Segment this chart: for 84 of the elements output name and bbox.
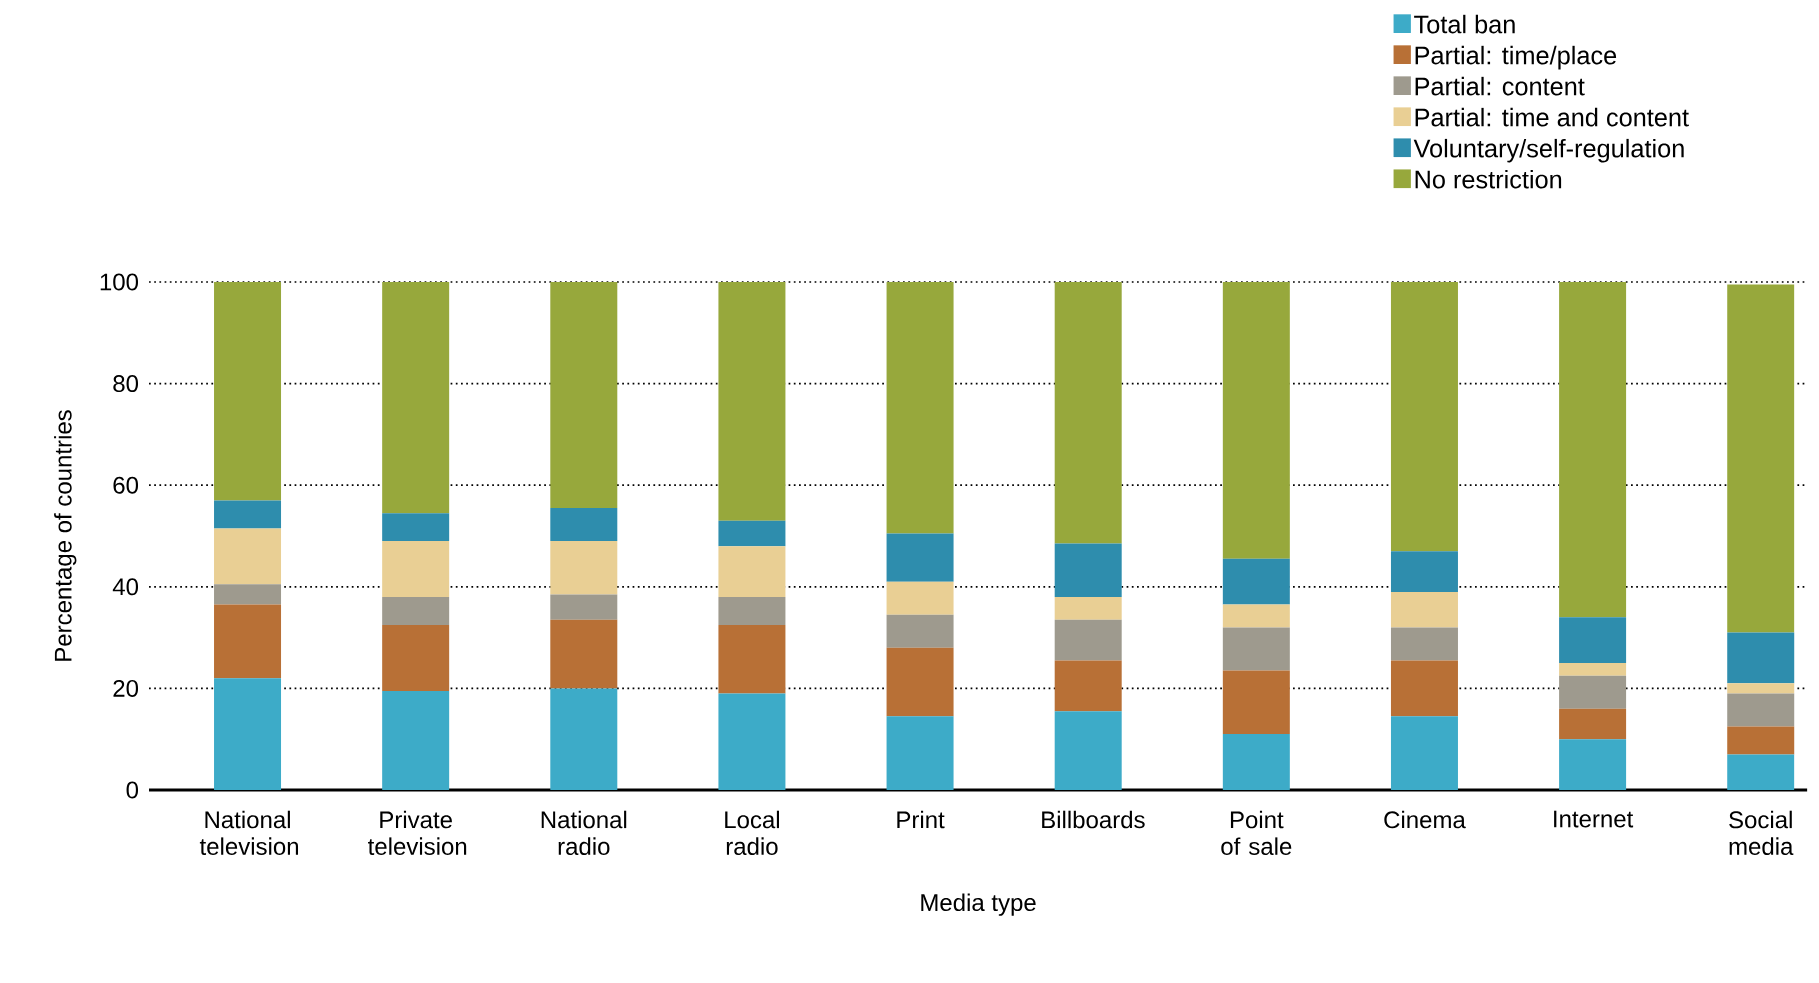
bar bbox=[382, 513, 450, 542]
bar bbox=[1054, 596, 1122, 620]
bar bbox=[718, 520, 786, 547]
bar bbox=[1559, 281, 1627, 618]
bar bbox=[1222, 734, 1290, 790]
x-tick-label: Private television bbox=[368, 810, 467, 855]
bar bbox=[1390, 716, 1458, 790]
bar bbox=[886, 647, 954, 717]
bar bbox=[382, 690, 450, 790]
bar bbox=[886, 716, 954, 790]
x-tick-label: Local radio bbox=[725, 810, 779, 855]
bar bbox=[1222, 670, 1290, 735]
bar bbox=[718, 281, 786, 521]
y-axis-title: Percentage of countries bbox=[54, 410, 77, 661]
legend-label: Voluntary/self-regulation bbox=[1413, 138, 1684, 163]
bar bbox=[1054, 281, 1122, 544]
bar bbox=[1559, 739, 1627, 790]
bar bbox=[718, 596, 786, 625]
bar bbox=[718, 693, 786, 790]
bar bbox=[886, 614, 954, 648]
bar bbox=[1390, 591, 1458, 628]
bar bbox=[1559, 675, 1627, 709]
x-tick-label: National radio bbox=[541, 810, 627, 855]
x-tick-label: Point of sale bbox=[1221, 810, 1292, 855]
bar bbox=[1559, 663, 1627, 676]
x-axis-title: Media type bbox=[921, 893, 1036, 916]
x-tick-label: Social media bbox=[1729, 810, 1794, 855]
bar bbox=[1390, 281, 1458, 552]
bar bbox=[1727, 754, 1795, 790]
bar bbox=[1727, 726, 1795, 755]
bar bbox=[382, 541, 450, 597]
bar bbox=[1727, 632, 1795, 684]
bar bbox=[550, 541, 618, 595]
y-tick-label: 80 bbox=[113, 375, 139, 393]
x-tick-label: Print bbox=[897, 810, 945, 829]
bar bbox=[886, 581, 954, 615]
bar bbox=[382, 596, 450, 625]
bar bbox=[886, 281, 954, 534]
bar bbox=[1054, 619, 1122, 661]
legend-label: Partial: time and content bbox=[1415, 107, 1689, 127]
bar bbox=[214, 678, 282, 790]
bar bbox=[1390, 660, 1458, 717]
bar bbox=[1054, 711, 1122, 790]
legend-label: No restriction bbox=[1415, 169, 1562, 189]
bar bbox=[214, 281, 282, 501]
bar bbox=[1222, 604, 1290, 628]
legend-label: Partial: time/place bbox=[1415, 45, 1617, 70]
bar bbox=[214, 584, 282, 605]
bar bbox=[1727, 693, 1795, 727]
x-tick-label: Billboards bbox=[1042, 810, 1145, 829]
bar bbox=[550, 688, 618, 790]
bar bbox=[1390, 627, 1458, 661]
bar bbox=[1727, 683, 1795, 694]
bar bbox=[382, 281, 450, 514]
bar bbox=[550, 508, 618, 542]
legend-label: Total ban bbox=[1414, 14, 1515, 34]
bar bbox=[214, 528, 282, 585]
bar bbox=[550, 281, 618, 509]
y-tick-label: 20 bbox=[113, 679, 139, 697]
y-tick-label: 40 bbox=[112, 578, 139, 596]
y-tick-label: 60 bbox=[113, 476, 139, 494]
legend-label: Partial: content bbox=[1415, 76, 1585, 96]
bar bbox=[550, 594, 618, 620]
bar bbox=[1559, 617, 1627, 663]
x-tick-label: National television bbox=[199, 810, 299, 855]
bar bbox=[718, 546, 786, 597]
bar bbox=[886, 533, 954, 582]
y-tick-label: 0 bbox=[126, 781, 139, 799]
bar bbox=[214, 604, 282, 679]
bar bbox=[1054, 660, 1122, 712]
bar bbox=[718, 624, 786, 694]
bar bbox=[1222, 627, 1290, 671]
bar bbox=[1222, 558, 1290, 605]
bar bbox=[1727, 284, 1795, 633]
x-tick-label: Cinema bbox=[1384, 810, 1466, 829]
bar bbox=[1559, 708, 1627, 740]
bar bbox=[550, 619, 618, 689]
x-tick-label: Internet bbox=[1554, 810, 1634, 828]
bar bbox=[214, 500, 282, 529]
bar bbox=[382, 624, 450, 691]
y-tick-label: 100 bbox=[100, 273, 139, 291]
bar bbox=[1222, 281, 1290, 559]
bar bbox=[1054, 543, 1122, 597]
bar bbox=[1390, 551, 1458, 592]
